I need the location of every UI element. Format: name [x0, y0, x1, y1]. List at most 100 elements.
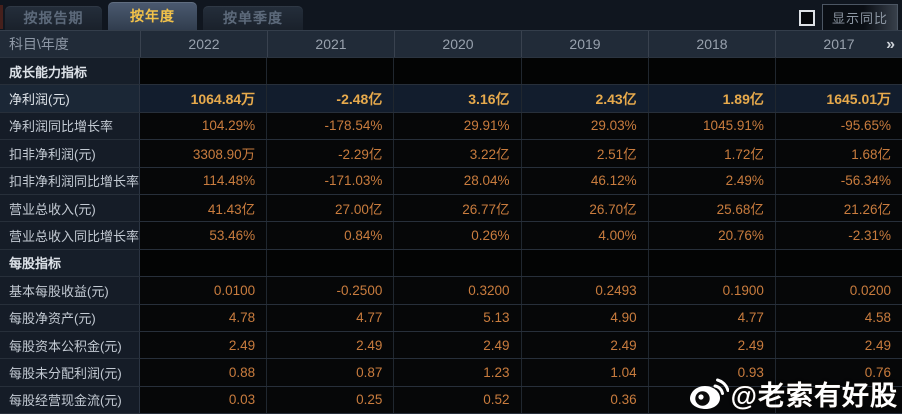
row-label: 每股资本公积金(元) [0, 331, 140, 359]
tab-by-report-period[interactable]: 按报告期 [5, 6, 102, 30]
cell-value: 4.78 [140, 304, 268, 331]
cell-value [267, 58, 395, 85]
row-label: 每股指标 [0, 249, 140, 277]
left-edge-sliver [0, 5, 3, 29]
cell-value: -171.03% [267, 167, 395, 194]
table-row[interactable]: 每股未分配利润(元) 0.88 0.87 1.23 1.04 0.93 0.76 [0, 359, 902, 387]
show-yoy-checkbox[interactable] [798, 10, 815, 26]
cell-value: 3.16亿 [394, 85, 522, 112]
cell-value [648, 58, 776, 85]
cell-value: 114.48% [140, 167, 268, 194]
cell-value: -2.48亿 [267, 85, 395, 112]
table-body: 成长能力指标 净利润(元) 1064.84万 -2.48亿 3.16亿 2.43亿 1.89… [0, 58, 902, 414]
row-label: 营业总收入(元) [0, 194, 140, 222]
cell-value: 2.43亿 [521, 85, 649, 112]
cell-value: 41.43亿 [140, 194, 268, 222]
cell-value: 1045.91% [648, 112, 776, 140]
cell-value [140, 249, 268, 277]
table-row[interactable]: 净利润(元) 1064.84万 -2.48亿 3.16亿 2.43亿 1.89亿 1645.… [0, 85, 902, 113]
corner-label: 科目\年度 [9, 36, 69, 52]
row-label: 扣非净利润同比增长率 [0, 167, 140, 194]
year-column-header: 2021 [267, 31, 394, 57]
cell-value: 1.04 [521, 359, 649, 386]
cell-value: 2.51亿 [521, 140, 649, 167]
year-column-header: 2018 [648, 31, 775, 57]
cell-value: 0.0100 [140, 277, 268, 304]
cell-value: 2.49 [267, 331, 395, 359]
tab-by-quarter[interactable]: 按单季度 [203, 6, 303, 30]
tab-by-year[interactable]: 按年度 [108, 2, 197, 30]
cell-value: 0.52 [394, 386, 522, 414]
cell-value: 0.87 [267, 359, 395, 386]
cell-value [394, 249, 522, 277]
cell-value: -178.54% [267, 112, 395, 140]
cell-value: 0.36 [521, 386, 649, 414]
table-row[interactable]: 扣非净利润(元) 3308.90万 -2.29亿 3.22亿 2.51亿 1.72亿 1.6… [0, 140, 902, 168]
cell-value [521, 58, 649, 85]
row-label: 净利润同比增长率 [0, 112, 140, 140]
table-header-row: 科目\年度 2022 2021 2020 2019 2018 2017 » [0, 30, 902, 58]
more-years-chevron-icon[interactable]: » [886, 36, 895, 53]
cell-value: 104.29% [140, 112, 268, 140]
cell-value [775, 386, 902, 414]
year-column-header: 2017 [775, 31, 902, 57]
cell-value: 1064.84万 [140, 85, 268, 112]
cell-value: -56.34% [775, 167, 902, 194]
row-label: 每股未分配利润(元) [0, 359, 140, 386]
cell-value: 1.89亿 [648, 85, 776, 112]
cell-value: 1.23 [394, 359, 522, 386]
cell-value: 1.68亿 [775, 140, 902, 167]
table-row[interactable]: 每股资本公积金(元) 2.49 2.49 2.49 2.49 2.49 2.49 [0, 331, 902, 360]
cell-value: 2.49 [775, 331, 902, 359]
cell-value: 21.26亿 [775, 194, 902, 222]
cell-value: 2.49 [394, 331, 522, 359]
row-label: 净利润(元) [0, 85, 140, 112]
cell-value: 0.03 [140, 386, 268, 414]
cell-value [775, 58, 902, 85]
cell-value: 53.46% [140, 222, 268, 249]
cell-value: 4.58 [775, 304, 902, 331]
cell-value: 28.04% [394, 167, 522, 194]
table-row[interactable]: 净利润同比增长率 104.29% -178.54% 29.91% 29.03% 1045.… [0, 112, 902, 141]
cell-value [648, 386, 776, 414]
cell-value: 2.49 [648, 331, 776, 359]
cell-value: 4.00% [521, 222, 649, 249]
cell-value: 4.90 [521, 304, 649, 331]
cell-value [521, 249, 649, 277]
row-label: 每股经营现金流(元) [0, 386, 140, 414]
cell-value: 25.68亿 [648, 194, 776, 222]
cell-value: 2.49 [521, 331, 649, 359]
row-label: 成长能力指标 [0, 58, 140, 85]
cell-value: 5.13 [394, 304, 522, 331]
cell-value: 1645.01万 [775, 85, 902, 112]
year-column-header: 2019 [521, 31, 648, 57]
cell-value: 26.77亿 [394, 194, 522, 222]
cell-value [394, 58, 522, 85]
cell-value: 46.12% [521, 167, 649, 194]
cell-value: 0.3200 [394, 277, 522, 304]
cell-value: 3308.90万 [140, 140, 268, 167]
cell-value: -0.2500 [267, 277, 395, 304]
cell-value: 4.77 [267, 304, 395, 331]
table-row[interactable]: 每股经营现金流(元) 0.03 0.25 0.52 0.36 [0, 386, 902, 414]
cell-value: 27.00亿 [267, 194, 395, 222]
table-row[interactable]: 每股净资产(元) 4.78 4.77 5.13 4.90 4.77 4.58 [0, 304, 902, 332]
cell-value: 0.88 [140, 359, 268, 386]
table-row[interactable]: 营业总收入同比增长率 53.46% 0.84% 0.26% 4.00% 20.76% -2.… [0, 222, 902, 250]
cell-value: 26.70亿 [521, 194, 649, 222]
cell-value: 0.76 [775, 359, 902, 386]
cell-value [648, 249, 776, 277]
cell-value: 29.91% [394, 112, 522, 140]
show-yoy-label[interactable]: 显示同比 [821, 4, 898, 32]
row-label: 基本每股收益(元) [0, 277, 140, 304]
cell-value: 29.03% [521, 112, 649, 140]
table-row[interactable]: 营业总收入(元) 41.43亿 27.00亿 26.77亿 26.70亿 25.68亿 21… [0, 194, 902, 223]
year-column-header: 2022 [140, 31, 267, 57]
period-tab-bar: 按报告期 按年度 按单季度 显示同比 [0, 0, 902, 32]
table-row[interactable]: 扣非净利润同比增长率 114.48% -171.03% 28.04% 46.12% 2.4… [0, 167, 902, 195]
cell-value: 0.1900 [648, 277, 776, 304]
table-row[interactable]: 基本每股收益(元) 0.0100 -0.2500 0.3200 0.2493 0.1900… [0, 277, 902, 305]
cell-value: 0.25 [267, 386, 395, 414]
cell-value [267, 249, 395, 277]
